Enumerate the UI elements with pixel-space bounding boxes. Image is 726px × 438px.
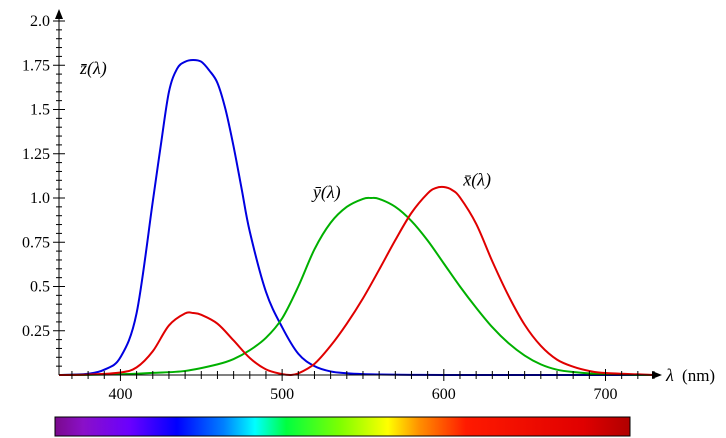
series-layer bbox=[58, 58, 655, 377]
series-y-curve bbox=[58, 196, 655, 376]
x-axis-label: λ (nm) bbox=[665, 365, 715, 385]
y-tick-labels: 0.25 0.5 0.75 1.0 1.25 1.5 1.75 2.0 bbox=[22, 13, 50, 340]
y-tick-label: 2.0 bbox=[30, 13, 50, 30]
y-tick-label: 1.75 bbox=[22, 57, 50, 74]
series-z-curve bbox=[58, 58, 654, 377]
axes: 400 500 600 700 0.25 0.5 0.75 1.0 1.25 1.5 1.75 2.… bbox=[22, 9, 662, 403]
series-y-label-text: ȳ(λ) bbox=[311, 182, 341, 203]
y-tick-label: 0.25 bbox=[22, 323, 50, 340]
series-z-label: z̄(λ) bbox=[79, 58, 107, 79]
x-tick-labels: 400 500 600 700 bbox=[108, 386, 617, 403]
y-tick-label: 0.5 bbox=[30, 279, 50, 296]
y-ticks bbox=[53, 20, 65, 367]
x-ticks bbox=[71, 369, 655, 381]
series-x-curve bbox=[58, 185, 655, 376]
series-x-label: x̄(λ) bbox=[462, 170, 491, 191]
x-tick-label: 400 bbox=[108, 386, 132, 403]
y-tick-label: 0.75 bbox=[22, 234, 50, 251]
plot-area bbox=[58, 58, 655, 377]
y-axis-arrow bbox=[55, 9, 63, 19]
x-axis-symbol: λ bbox=[665, 365, 674, 385]
series-y-label: ȳ(λ) bbox=[311, 182, 341, 203]
x-tick-label: 500 bbox=[270, 386, 294, 403]
y-tick-label: 1.0 bbox=[30, 190, 50, 207]
series-z-label-text: z̄(λ) bbox=[79, 58, 107, 79]
y-tick-label: 1.5 bbox=[30, 102, 50, 119]
spectrum-bar bbox=[54, 416, 631, 437]
curve-labels: z̄(λ) ȳ(λ) x̄(λ) bbox=[79, 58, 491, 203]
y-tick-label: 1.25 bbox=[22, 146, 50, 163]
x-tick-label: 700 bbox=[593, 386, 617, 403]
x-tick-label: 600 bbox=[432, 386, 456, 403]
x-axis-unit: (nm) bbox=[682, 366, 715, 385]
series-x-label-text: x̄(λ) bbox=[462, 170, 491, 191]
